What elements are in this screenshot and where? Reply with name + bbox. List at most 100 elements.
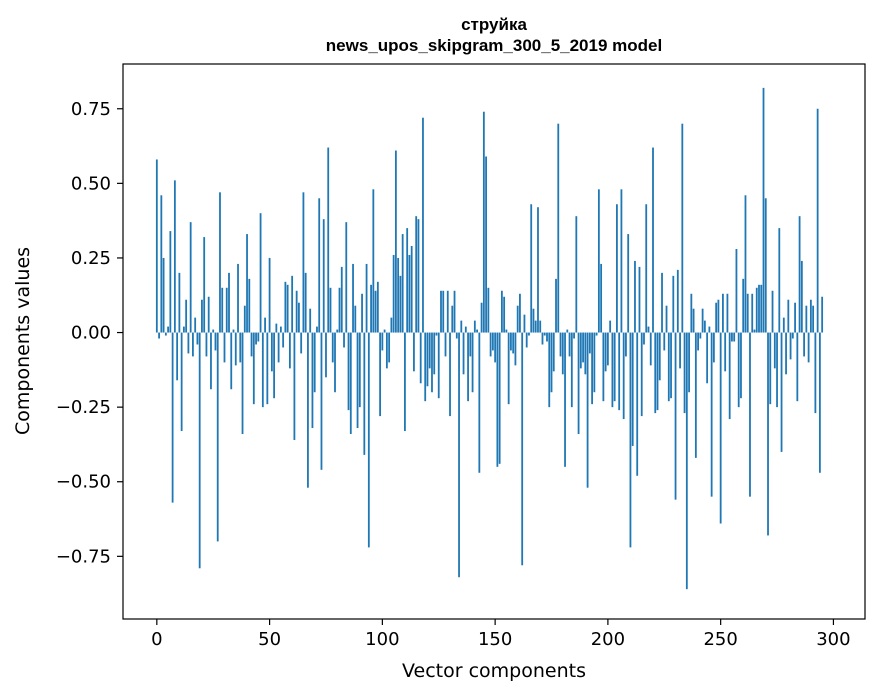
bar-183 [568,332,571,357]
bar-123 [433,332,436,375]
bar-64 [300,332,303,354]
bar-82 [340,266,343,333]
bar-222 [656,332,659,411]
bar-73 [320,332,323,470]
bar-134 [458,332,460,578]
bar-59 [288,332,291,369]
bar-255 [731,332,733,342]
bar-79 [334,332,336,393]
bar-223 [658,332,661,381]
bar-193 [591,332,593,405]
bar-18 [196,332,199,345]
bar-146 [485,156,487,333]
y-axis: −0.75 −0.50 −0.25 0.00 0.25 0.50 0.75 [56,99,123,567]
bar-249 [717,299,720,333]
bar-149 [491,332,494,351]
bar-190 [584,332,587,375]
bar-171 [541,332,544,345]
bar-52 [273,332,275,399]
bar-144 [480,302,483,333]
bar-22 [205,332,208,357]
bar-165 [528,332,530,336]
y-tick-label: −0.25 [56,397,111,418]
bar-253 [726,293,729,333]
bar-288 [805,305,808,333]
bar-78 [331,332,334,363]
bar-192 [588,332,591,354]
bar-151 [496,332,499,467]
bar-270 [764,198,767,333]
x-tick-label: 200 [591,629,625,650]
bar-12 [182,326,185,333]
bar-278 [782,317,785,333]
bar-244 [706,332,709,384]
bar-241 [699,332,702,339]
bar-37 [239,332,242,363]
bar-69 [311,332,314,429]
bar-230 [674,332,677,500]
bar-247 [712,332,715,363]
bar-42 [250,332,253,357]
y-tick-label: −0.75 [56,546,111,567]
bar-45 [257,332,260,342]
bar-11 [180,332,183,432]
bar-273 [771,290,774,333]
bar-148 [489,332,492,357]
bar-48 [264,317,266,333]
bar-81 [338,287,341,333]
bar-254 [728,332,731,420]
y-tick-label: 0.00 [71,323,111,344]
bar-180 [561,332,564,375]
bar-158 [512,332,515,354]
bar-26 [214,332,217,351]
bar-178 [557,123,560,333]
bar-109 [401,234,404,333]
bar-57 [284,281,287,333]
bar-13 [185,299,188,333]
bar-9 [176,332,179,381]
y-tick-label: 0.75 [71,99,111,120]
bar-227 [667,332,670,402]
bar-16 [192,332,194,357]
bar-195 [595,332,598,336]
bar-50 [268,257,271,333]
bar-32 [228,272,230,333]
bar-196 [597,189,600,333]
bar-159 [514,332,517,366]
bar-265 [753,329,756,333]
bar-4 [164,332,167,336]
bar-104 [390,317,393,333]
bar-162 [521,332,524,566]
bar-108 [399,275,402,333]
bar-238 [692,308,695,333]
bar-29 [221,287,224,333]
bar-209 [627,234,630,333]
bar-259 [740,332,742,399]
bar-143 [478,332,481,473]
bar-72 [318,198,321,333]
x-tick-label: 100 [365,629,399,650]
bar-93 [365,263,368,333]
bar-289 [807,332,810,363]
bar-113 [410,246,413,333]
bar-199 [604,332,607,372]
bar-83 [343,332,345,348]
bar-124 [435,332,438,336]
bar-107 [397,257,400,333]
bar-240 [697,332,699,351]
bar-172 [543,332,546,336]
bar-198 [602,332,605,402]
bar-157 [510,332,512,351]
bar-242 [701,308,704,333]
bar-279 [785,332,787,375]
bar-285 [798,216,801,333]
bar-206 [620,189,623,333]
bar-43 [252,332,255,405]
bar-161 [519,293,521,333]
bar-140 [471,332,474,393]
bar-46 [259,213,262,333]
bar-275 [776,332,778,408]
bar-292 [814,332,817,414]
bar-229 [672,275,675,333]
bar-235 [685,332,688,590]
